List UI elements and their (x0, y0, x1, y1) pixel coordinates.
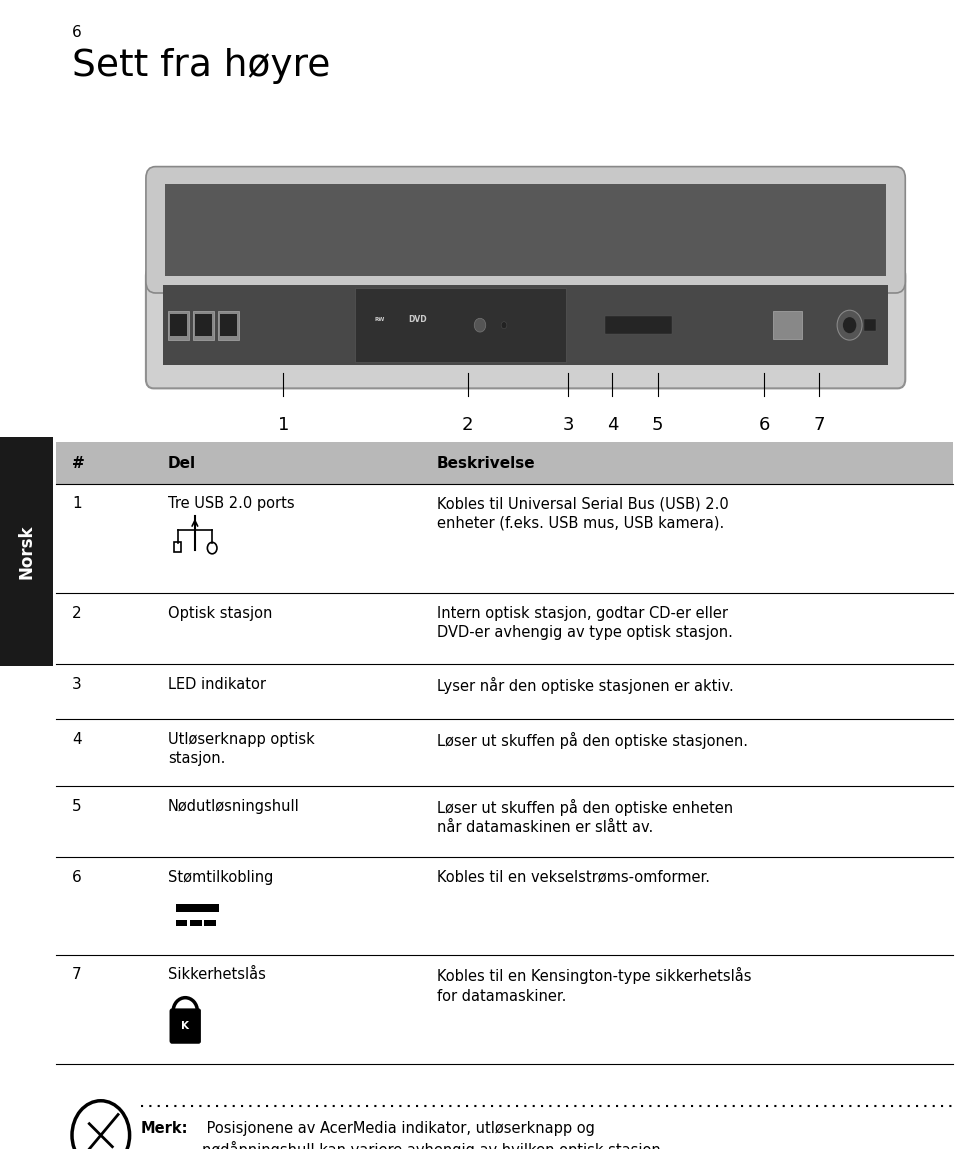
Text: 7: 7 (813, 416, 825, 434)
Text: Kobles til en Kensington-type sikkerhetslås
for datamaskiner.: Kobles til en Kensington-type sikkerhets… (437, 967, 752, 1004)
Text: Nødutløsningshull: Nødutløsningshull (168, 799, 300, 813)
Bar (220, 314, 237, 336)
Bar (176, 904, 219, 912)
Bar (163, 285, 888, 365)
Text: 5: 5 (652, 416, 663, 434)
Text: 5: 5 (72, 799, 82, 813)
Bar (773, 311, 802, 339)
Circle shape (837, 310, 862, 340)
Text: 6: 6 (758, 416, 770, 434)
FancyBboxPatch shape (170, 1009, 201, 1043)
Text: 1: 1 (277, 416, 289, 434)
Text: Kobles til en vekselstrøms-omformer.: Kobles til en vekselstrøms-omformer. (437, 870, 709, 885)
Bar (190, 920, 202, 926)
Bar (204, 920, 216, 926)
Text: K: K (181, 1021, 189, 1031)
Bar (864, 319, 876, 331)
Circle shape (474, 318, 486, 332)
Text: Beskrivelse: Beskrivelse (437, 455, 536, 471)
Text: Løser ut skuffen på den optiske enheten
når datamaskinen er slått av.: Løser ut skuffen på den optiske enheten … (437, 799, 732, 835)
Text: Sikkerhetslås: Sikkerhetslås (168, 967, 266, 982)
Text: 4: 4 (607, 416, 618, 434)
Text: Stømtilkobling: Stømtilkobling (168, 870, 274, 885)
Bar (355, 288, 566, 362)
Bar (605, 316, 672, 334)
Text: Merk:: Merk: (141, 1121, 188, 1136)
Text: 4: 4 (72, 732, 82, 747)
Text: Optisk stasjon: Optisk stasjon (168, 606, 273, 620)
Text: 3: 3 (72, 677, 82, 692)
Text: Norsk: Norsk (17, 524, 36, 579)
Text: 1: 1 (72, 496, 82, 511)
Circle shape (501, 322, 507, 329)
Text: Del: Del (168, 455, 196, 471)
Text: Utløserknapp optisk
stasjon.: Utløserknapp optisk stasjon. (168, 732, 315, 766)
Text: Sett fra høyre: Sett fra høyre (72, 48, 330, 84)
Text: Tre USB 2.0 ports: Tre USB 2.0 ports (168, 496, 295, 511)
Text: Løser ut skuffen på den optiske stasjonen.: Løser ut skuffen på den optiske stasjone… (437, 732, 748, 749)
Bar (174, 542, 181, 552)
Text: 2: 2 (462, 416, 473, 434)
Bar (168, 310, 189, 339)
Bar (218, 310, 239, 339)
Text: RW: RW (374, 317, 384, 322)
Text: Intern optisk stasjon, godtar CD-er eller
DVD-er avhengig av type optisk stasjon: Intern optisk stasjon, godtar CD-er elle… (437, 606, 732, 640)
Circle shape (843, 317, 856, 333)
Text: 6: 6 (72, 870, 82, 885)
Text: DVD: DVD (408, 315, 427, 324)
Text: Lyser når den optiske stasjonen er aktiv.: Lyser når den optiske stasjonen er aktiv… (437, 677, 733, 694)
Bar (193, 310, 214, 339)
Text: LED indikator: LED indikator (168, 677, 266, 692)
Text: #: # (72, 455, 84, 471)
Text: 2: 2 (72, 606, 82, 620)
Bar (170, 314, 187, 336)
Bar (165, 184, 886, 276)
Text: Kobles til Universal Serial Bus (USB) 2.0
enheter (f.eks. USB mus, USB kamera).: Kobles til Universal Serial Bus (USB) 2.… (437, 496, 729, 531)
Text: Posisjonene av AcerMedia indikator, utløserknapp og
nødåpningshull kan variere a: Posisjonene av AcerMedia indikator, utlø… (202, 1121, 660, 1149)
Text: 6: 6 (72, 25, 82, 40)
FancyBboxPatch shape (146, 167, 905, 293)
Text: 3: 3 (563, 416, 574, 434)
Text: 7: 7 (72, 967, 82, 982)
FancyBboxPatch shape (146, 267, 905, 388)
Bar (195, 314, 212, 336)
Bar (56, 442, 953, 484)
Bar (176, 920, 187, 926)
Bar (0, 437, 53, 666)
